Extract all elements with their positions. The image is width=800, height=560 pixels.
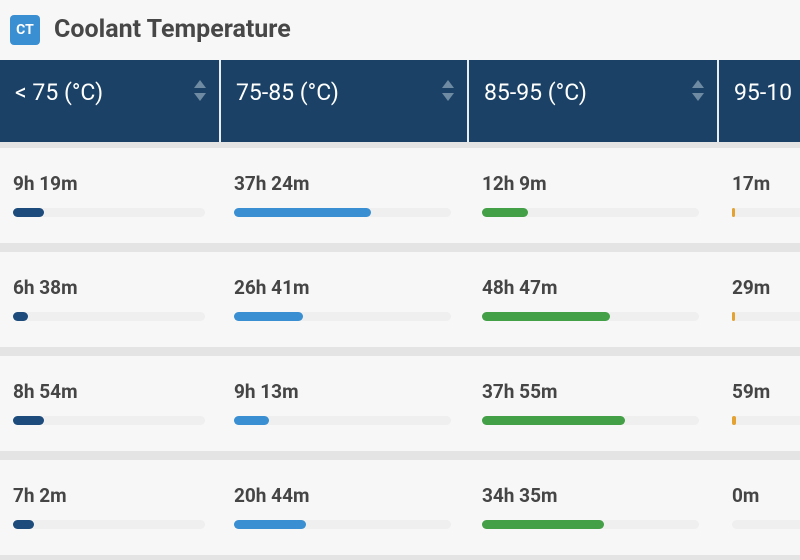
bar-track (732, 520, 800, 529)
badge: CT (10, 15, 40, 45)
duration: 26h 41m (234, 276, 310, 299)
share-bar (13, 520, 35, 529)
title: Coolant Temperature (54, 15, 291, 44)
bar-track (234, 312, 451, 321)
share-bar (234, 312, 304, 321)
column-header[interactable]: 85-95 (°C) (469, 60, 719, 142)
bar-track (13, 208, 205, 217)
duration: 20h 44m (234, 484, 310, 507)
duration: 34h 35m (482, 484, 558, 507)
column-label: 75-85 (°C) (236, 79, 339, 106)
share-bar (482, 520, 604, 529)
duration: 37h 24m (234, 172, 310, 195)
duration: 12h 9m (482, 172, 547, 195)
sort-icon[interactable] (193, 78, 207, 104)
bar-track (732, 312, 800, 321)
table-row: 9h 19m 37h 24m 12h 9m 17m (0, 148, 800, 243)
sort-icon[interactable] (691, 78, 705, 104)
duration: 59m (732, 380, 771, 403)
bar-track (732, 416, 800, 425)
duration: 7h 2m (13, 484, 67, 507)
bar-track (482, 520, 699, 529)
duration: 37h 55m (482, 380, 558, 403)
duration: 29m (732, 276, 771, 299)
duration: 6h 38m (13, 276, 78, 299)
table-header: < 75 (°C) 75-85 (°C) 85-95 (°C) 95-10 (0, 60, 800, 142)
column-header[interactable]: 75-85 (°C) (221, 60, 469, 142)
share-bar (482, 208, 528, 217)
duration: 8h 54m (13, 380, 78, 403)
bar-track (234, 208, 451, 217)
share-bar (13, 312, 29, 321)
bar-track (482, 416, 699, 425)
duration: 9h 13m (234, 380, 299, 403)
bar-track (732, 208, 800, 217)
share-bar (482, 416, 626, 425)
bar-track (13, 520, 205, 529)
column-label: 85-95 (°C) (484, 79, 587, 106)
bar-track (482, 312, 699, 321)
column-header[interactable]: 95-10 (719, 60, 800, 142)
share-bar (482, 312, 611, 321)
bar-track (13, 416, 205, 425)
bar-track (234, 416, 451, 425)
table-row: 6h 38m 26h 41m 48h 47m 29m (0, 252, 800, 347)
share-bar (234, 208, 371, 217)
title-bar: CT Coolant Temperature (0, 0, 800, 60)
share-bar (732, 312, 735, 321)
table-row: 7h 2m 20h 44m 34h 35m 0m (0, 460, 800, 555)
sort-icon[interactable] (441, 78, 455, 104)
column-label: 95-10 (734, 79, 793, 106)
share-bar (732, 416, 736, 425)
duration: 0m (732, 484, 760, 507)
duration: 9h 19m (13, 172, 78, 195)
duration: 17m (732, 172, 771, 195)
bar-track (13, 312, 205, 321)
bar-track (234, 520, 451, 529)
share-bar (732, 208, 735, 217)
table-row: 8h 54m 9h 13m 37h 55m 59m (0, 356, 800, 451)
share-bar (234, 416, 269, 425)
share-bar (13, 416, 44, 425)
share-bar (234, 520, 306, 529)
share-bar (13, 208, 44, 217)
column-header[interactable]: < 75 (°C) (0, 60, 221, 142)
duration: 48h 47m (482, 276, 558, 299)
bar-track (482, 208, 699, 217)
column-label: < 75 (°C) (15, 79, 104, 106)
